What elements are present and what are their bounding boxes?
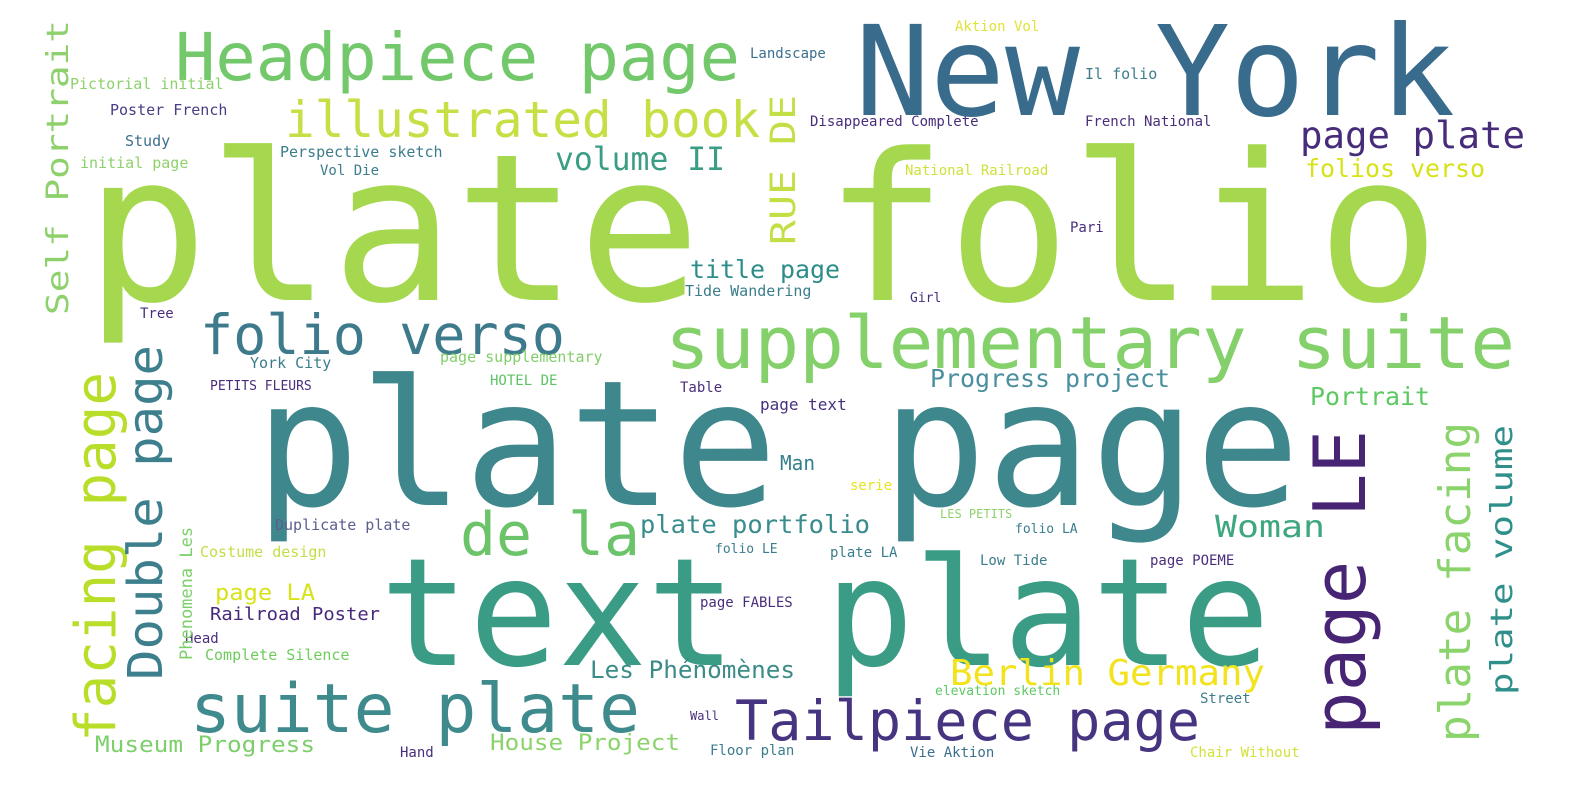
- word: facing page: [64, 372, 129, 742]
- word: Portrait: [1310, 382, 1430, 411]
- word: Woman: [1215, 510, 1325, 545]
- word: Double page: [118, 345, 174, 680]
- word: Disappeared Complete: [810, 114, 979, 130]
- word: Floor plan: [710, 743, 794, 759]
- word: initial page: [80, 154, 188, 172]
- word: folio LE: [715, 542, 778, 557]
- word: page LE: [1298, 430, 1382, 735]
- word: Street: [1200, 691, 1251, 707]
- word: RUE DE: [764, 95, 804, 245]
- word: page FABLES: [700, 595, 793, 611]
- word: PETITS FLEURS: [210, 379, 312, 394]
- word: Il folio: [1085, 65, 1157, 83]
- word: folio LA: [1015, 522, 1078, 537]
- word: title page: [690, 255, 840, 284]
- word: Headpiece page: [175, 19, 740, 96]
- word: Complete Silence: [205, 646, 350, 664]
- word: Girl: [910, 291, 941, 306]
- word: folios verso: [1305, 154, 1485, 183]
- word: Landscape: [750, 46, 826, 62]
- word: HOTEL DE: [490, 373, 557, 389]
- word: text plate: [380, 527, 1270, 701]
- word: suite plate: [190, 670, 640, 749]
- word: Aktion Vol: [955, 19, 1039, 35]
- word: elevation sketch: [935, 684, 1060, 699]
- word: Railroad Poster: [210, 604, 380, 625]
- word: Duplicate plate: [275, 516, 410, 534]
- word: Study: [125, 132, 170, 150]
- word: Low Tide: [980, 553, 1047, 569]
- word: Pictorial initial: [70, 75, 224, 93]
- word: plate volume: [1485, 425, 1520, 695]
- word: page text: [760, 395, 847, 414]
- word: Wall: [690, 709, 719, 723]
- word: French National: [1085, 114, 1211, 130]
- word: Poster French: [110, 101, 227, 119]
- word: plate portfolio: [640, 510, 870, 539]
- word: plate page: [255, 344, 1300, 547]
- word: National Railroad: [905, 163, 1048, 179]
- word: page plate: [1300, 114, 1525, 157]
- word: Table: [680, 380, 722, 396]
- word: plate LA: [830, 545, 898, 561]
- word: Vie Aktion: [910, 745, 994, 761]
- word: House Project: [490, 731, 680, 756]
- word: Les Phénomènes: [590, 656, 795, 684]
- word: page supplementary: [440, 348, 603, 366]
- word: Pari: [1070, 220, 1104, 236]
- word: York City: [250, 354, 331, 372]
- word: Progress project: [930, 364, 1170, 393]
- word: folio verso: [200, 303, 565, 367]
- word: Perspective sketch: [280, 143, 443, 161]
- word: plate facing: [1430, 422, 1481, 742]
- word: page LA: [215, 581, 315, 606]
- word: Head: [185, 631, 219, 647]
- word: New York: [855, 0, 1455, 145]
- word: LES PETITS: [940, 507, 1012, 521]
- word: supplementary suite: [665, 301, 1515, 385]
- word: page POEME: [1150, 553, 1234, 569]
- word: serie: [850, 478, 892, 494]
- word: Tailpiece page: [735, 689, 1200, 753]
- word: Tide Wandering: [685, 282, 811, 300]
- word: Man: [780, 451, 815, 475]
- word: de la: [460, 500, 640, 570]
- word: Costume design: [200, 543, 326, 561]
- word: Berlin Germany: [950, 653, 1265, 694]
- word: Hand: [400, 745, 434, 761]
- word: Vol Die: [320, 163, 379, 179]
- word: plate folio: [85, 111, 1440, 349]
- word: volume II: [555, 140, 725, 178]
- word: Phenomena Les: [177, 527, 197, 660]
- word: Chair Without: [1190, 745, 1300, 761]
- word: Self Portrait: [41, 20, 76, 315]
- word: Museum Progress: [95, 733, 315, 758]
- word: Tree: [140, 306, 174, 322]
- word: illustrated book: [285, 91, 760, 149]
